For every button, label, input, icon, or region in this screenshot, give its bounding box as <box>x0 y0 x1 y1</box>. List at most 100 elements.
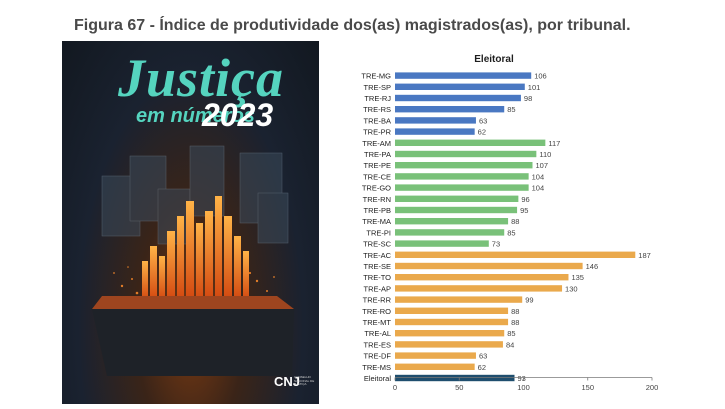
cover-artwork <box>92 145 294 376</box>
value-label-tre-ac: 187 <box>638 251 651 260</box>
category-label-tre-ro: TRE-RO <box>362 307 391 316</box>
x-tick-label-0: 0 <box>393 383 397 392</box>
cover-brand-subtitle: em números <box>136 105 255 127</box>
report-cover-image: Justiça em números 2023 CNJ CONSELHO NAC… <box>62 41 319 404</box>
value-label-tre-sp: 101 <box>528 83 541 92</box>
bar-tre-rn <box>395 195 519 202</box>
category-label-tre-mt: TRE-MT <box>363 318 392 327</box>
bar-tre-ce <box>395 173 529 180</box>
category-label-tre-ms: TRE-MS <box>362 363 391 372</box>
bar-tre-ba <box>395 117 476 124</box>
bars-layer: TRE-MG 106 TRE-SP 101 TRE-RJ 98 TRE-RS 85 TRE-BA… <box>361 72 650 383</box>
figure-title: Figura 67 - Índice de produtividade dos(… <box>74 17 631 34</box>
bar-tre-pa <box>395 150 537 158</box>
category-label-tre-go: TRE-GO <box>362 184 391 193</box>
cover-year: 2023 <box>202 97 274 133</box>
bar-tre-rj <box>395 94 521 102</box>
cover-brand-title: Justiça <box>118 48 285 108</box>
value-label-tre-rj: 98 <box>524 94 532 103</box>
category-label-tre-to: TRE-TO <box>363 273 391 282</box>
value-label-tre-ms: 62 <box>478 363 486 372</box>
category-label-tre-am: TRE-AM <box>362 139 391 148</box>
value-label-tre-pb: 95 <box>520 206 528 215</box>
category-label-tre-ba: TRE-BA <box>363 116 391 125</box>
chart-title: Eleitoral <box>474 54 514 65</box>
x-tick-label-150: 150 <box>581 383 594 392</box>
value-label-tre-al: 85 <box>507 329 515 338</box>
category-label-tre-ma: TRE-MA <box>362 217 391 226</box>
category-label-tre-se: TRE-SE <box>363 262 391 271</box>
bar-tre-mg <box>395 72 532 79</box>
value-label-tre-mt: 88 <box>511 318 519 327</box>
value-label-tre-pe: 107 <box>535 161 548 170</box>
cnj-logo: CNJ <box>274 374 301 389</box>
category-label-tre-ce: TRE-CE <box>363 172 391 181</box>
category-label-tre-sp: TRE-SP <box>363 83 391 92</box>
value-label-tre-ba: 63 <box>479 116 487 125</box>
value-label-tre-ce: 104 <box>532 172 545 181</box>
category-label-tre-pb: TRE-PB <box>363 206 391 215</box>
category-label-tre-ap: TRE-AP <box>363 284 391 293</box>
value-label-tre-df: 63 <box>479 352 487 361</box>
category-label-tre-es: TRE-ES <box>363 340 391 349</box>
category-label-tre-pi: TRE-PI <box>366 228 391 237</box>
value-label-tre-rr: 99 <box>525 296 533 305</box>
category-label-tre-df: TRE-DF <box>364 352 392 361</box>
category-label-tre-rj: TRE-RJ <box>364 94 391 103</box>
category-label-tre-ac: TRE-AC <box>363 251 392 260</box>
bar-tre-se <box>395 262 583 270</box>
value-label-tre-to: 135 <box>571 273 584 282</box>
bar-tre-ms <box>395 363 475 370</box>
value-label-tre-am: 117 <box>548 139 560 148</box>
x-axis-ticks: 0 50 100 150 200 <box>393 377 658 392</box>
category-label-tre-mg: TRE-MG <box>361 72 391 81</box>
bar-tre-am <box>395 139 546 146</box>
category-label-tre-pr: TRE-PR <box>363 128 392 137</box>
value-label-tre-se: 146 <box>586 262 599 271</box>
bar-tre-pi <box>395 229 505 236</box>
bar-tre-sp <box>395 83 525 90</box>
value-label-tre-go: 104 <box>532 184 545 193</box>
value-label-tre-ma: 88 <box>511 217 519 226</box>
bar-tre-ma <box>395 218 509 225</box>
category-label-tre-sc: TRE-SC <box>363 240 392 249</box>
bar-tre-to <box>395 274 569 281</box>
bar-tre-pb <box>395 206 518 214</box>
value-label-tre-pa: 110 <box>539 150 551 159</box>
category-label-tre-al: TRE-AL <box>364 329 391 338</box>
x-tick-label-50: 50 <box>455 383 463 392</box>
value-label-tre-mg: 106 <box>534 72 547 81</box>
bar-tre-df <box>395 352 476 359</box>
bar-tre-ap <box>395 285 563 292</box>
value-label-tre-es: 84 <box>506 340 514 349</box>
value-label-tre-rn: 96 <box>521 195 529 204</box>
bar-eleitoral <box>395 374 515 382</box>
value-label-tre-rs: 85 <box>507 105 515 114</box>
bar-tre-ac <box>395 251 636 258</box>
value-label-tre-ro: 88 <box>511 307 519 316</box>
x-tick-label-100: 100 <box>517 383 530 392</box>
category-label-tre-rs: TRE-RS <box>363 105 391 114</box>
bar-tre-al <box>395 330 505 337</box>
category-label-tre-pa: TRE-PA <box>364 150 391 159</box>
category-label-tre-rr: TRE-RR <box>363 296 392 305</box>
cnj-publisher-name: CONSELHO NACIONAL DE JUSTIÇA <box>294 375 315 386</box>
value-label-tre-pi: 85 <box>507 228 515 237</box>
bar-tre-ro <box>395 307 509 314</box>
bar-tre-mt <box>395 318 509 326</box>
value-label-tre-sc: 73 <box>492 240 500 249</box>
bar-tre-rs <box>395 106 505 113</box>
category-label-eleitoral: Eleitoral <box>364 374 391 383</box>
bar-tre-sc <box>395 240 489 247</box>
bar-tre-pr <box>395 128 475 135</box>
bar-tre-rr <box>395 296 523 303</box>
value-label-tre-pr: 62 <box>478 128 486 137</box>
value-label-eleitoral: 93 <box>518 374 526 383</box>
category-label-tre-rn: TRE-RN <box>363 195 391 204</box>
category-label-tre-pe: TRE-PE <box>363 161 391 170</box>
bar-tre-es <box>395 341 503 348</box>
bar-tre-go <box>395 184 529 191</box>
value-label-tre-ap: 130 <box>565 284 578 293</box>
bar-tre-pe <box>395 162 533 169</box>
